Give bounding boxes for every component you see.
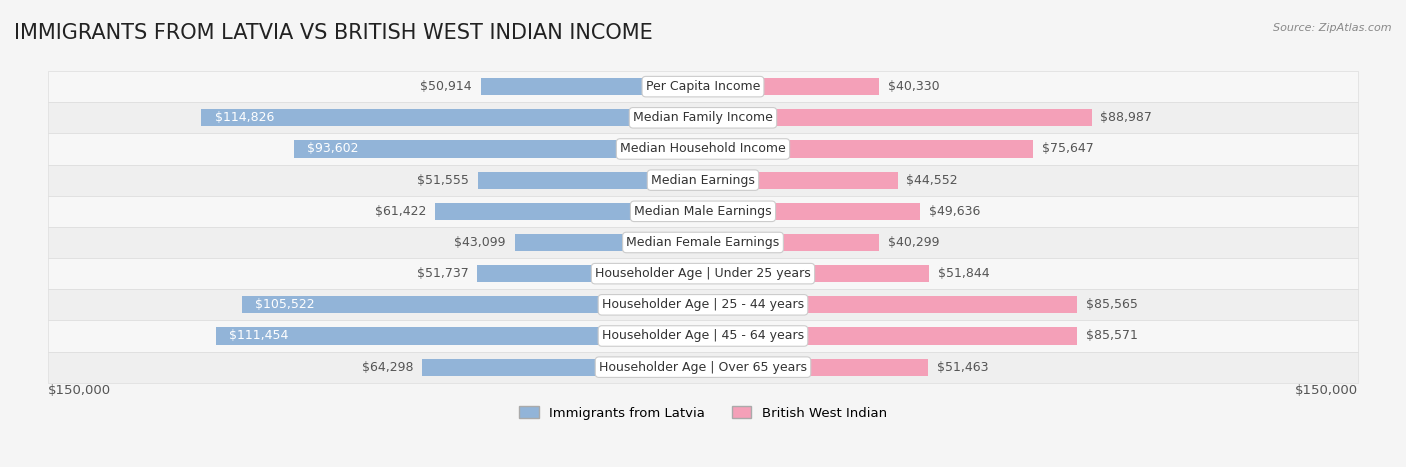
Text: $75,647: $75,647 [1042, 142, 1094, 156]
FancyBboxPatch shape [48, 289, 1358, 320]
FancyBboxPatch shape [703, 296, 1077, 313]
FancyBboxPatch shape [48, 71, 1358, 102]
FancyBboxPatch shape [703, 78, 879, 95]
Text: Householder Age | 45 - 64 years: Householder Age | 45 - 64 years [602, 330, 804, 342]
FancyBboxPatch shape [703, 265, 929, 282]
Text: $111,454: $111,454 [229, 330, 288, 342]
Text: $93,602: $93,602 [308, 142, 359, 156]
Text: $105,522: $105,522 [254, 298, 315, 311]
Text: Per Capita Income: Per Capita Income [645, 80, 761, 93]
Text: Householder Age | Over 65 years: Householder Age | Over 65 years [599, 361, 807, 374]
FancyBboxPatch shape [703, 171, 897, 189]
FancyBboxPatch shape [422, 359, 703, 376]
FancyBboxPatch shape [48, 258, 1358, 289]
Text: Source: ZipAtlas.com: Source: ZipAtlas.com [1274, 23, 1392, 33]
Text: $150,000: $150,000 [1295, 384, 1358, 397]
FancyBboxPatch shape [48, 227, 1358, 258]
Text: $51,463: $51,463 [936, 361, 988, 374]
Text: $51,844: $51,844 [938, 267, 990, 280]
Text: Median Household Income: Median Household Income [620, 142, 786, 156]
Text: Median Earnings: Median Earnings [651, 174, 755, 187]
FancyBboxPatch shape [703, 327, 1077, 345]
FancyBboxPatch shape [48, 134, 1358, 164]
Text: Median Female Earnings: Median Female Earnings [627, 236, 779, 249]
Text: $88,987: $88,987 [1101, 111, 1153, 124]
Text: Median Family Income: Median Family Income [633, 111, 773, 124]
FancyBboxPatch shape [48, 196, 1358, 227]
Text: $85,571: $85,571 [1085, 330, 1137, 342]
Text: $150,000: $150,000 [48, 384, 111, 397]
FancyBboxPatch shape [478, 171, 703, 189]
FancyBboxPatch shape [703, 203, 920, 220]
Text: Householder Age | 25 - 44 years: Householder Age | 25 - 44 years [602, 298, 804, 311]
Text: $51,555: $51,555 [418, 174, 470, 187]
Text: $44,552: $44,552 [907, 174, 957, 187]
Text: $50,914: $50,914 [420, 80, 472, 93]
Text: $64,298: $64,298 [361, 361, 413, 374]
Text: $43,099: $43,099 [454, 236, 506, 249]
Text: $61,422: $61,422 [374, 205, 426, 218]
FancyBboxPatch shape [201, 109, 703, 127]
Text: $40,299: $40,299 [887, 236, 939, 249]
FancyBboxPatch shape [48, 320, 1358, 352]
Text: IMMIGRANTS FROM LATVIA VS BRITISH WEST INDIAN INCOME: IMMIGRANTS FROM LATVIA VS BRITISH WEST I… [14, 23, 652, 43]
FancyBboxPatch shape [477, 265, 703, 282]
Text: Householder Age | Under 25 years: Householder Age | Under 25 years [595, 267, 811, 280]
FancyBboxPatch shape [703, 141, 1033, 157]
FancyBboxPatch shape [48, 102, 1358, 134]
FancyBboxPatch shape [481, 78, 703, 95]
FancyBboxPatch shape [48, 352, 1358, 383]
Text: $114,826: $114,826 [215, 111, 274, 124]
Text: $51,737: $51,737 [416, 267, 468, 280]
Legend: Immigrants from Latvia, British West Indian: Immigrants from Latvia, British West Ind… [513, 401, 893, 425]
FancyBboxPatch shape [48, 164, 1358, 196]
FancyBboxPatch shape [515, 234, 703, 251]
FancyBboxPatch shape [703, 234, 879, 251]
FancyBboxPatch shape [242, 296, 703, 313]
Text: $85,565: $85,565 [1085, 298, 1137, 311]
FancyBboxPatch shape [434, 203, 703, 220]
Text: $40,330: $40,330 [889, 80, 939, 93]
FancyBboxPatch shape [217, 327, 703, 345]
FancyBboxPatch shape [703, 359, 928, 376]
Text: $49,636: $49,636 [928, 205, 980, 218]
FancyBboxPatch shape [703, 109, 1091, 127]
FancyBboxPatch shape [294, 141, 703, 157]
Text: Median Male Earnings: Median Male Earnings [634, 205, 772, 218]
